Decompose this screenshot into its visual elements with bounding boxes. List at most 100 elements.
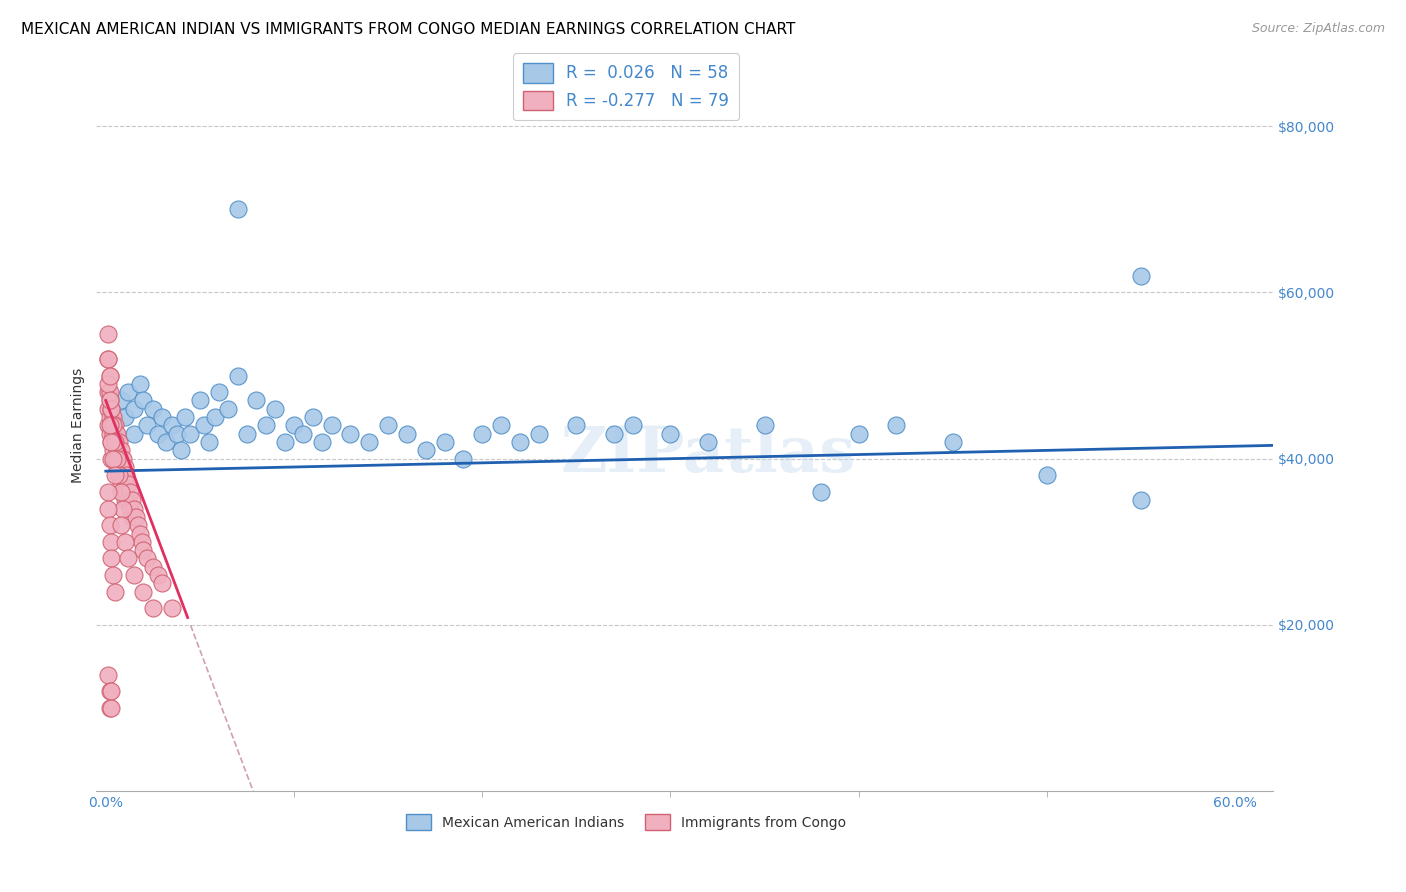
Point — [1036, 468, 1059, 483]
Point — [104, 584, 127, 599]
Point — [98, 385, 121, 400]
Point — [125, 509, 148, 524]
Point — [104, 426, 127, 441]
Point — [128, 526, 150, 541]
Point — [114, 460, 136, 475]
Point — [131, 534, 153, 549]
Text: Source: ZipAtlas.com: Source: ZipAtlas.com — [1251, 22, 1385, 36]
Point — [117, 476, 139, 491]
Point — [245, 393, 267, 408]
Point — [110, 518, 132, 533]
Point — [98, 393, 121, 408]
Point — [132, 543, 155, 558]
Point — [193, 418, 215, 433]
Point — [98, 418, 121, 433]
Point — [104, 451, 127, 466]
Point — [942, 435, 965, 450]
Point — [321, 418, 343, 433]
Point — [188, 393, 211, 408]
Point — [754, 418, 776, 433]
Point — [97, 401, 120, 416]
Point — [97, 501, 120, 516]
Point — [97, 385, 120, 400]
Point — [110, 443, 132, 458]
Point — [108, 468, 131, 483]
Point — [359, 435, 381, 450]
Point — [117, 385, 139, 400]
Point — [150, 410, 173, 425]
Point — [98, 701, 121, 715]
Point — [170, 443, 193, 458]
Point — [98, 426, 121, 441]
Point — [98, 368, 121, 383]
Point — [117, 493, 139, 508]
Point — [395, 426, 418, 441]
Point — [97, 418, 120, 433]
Point — [659, 426, 682, 441]
Point — [97, 485, 120, 500]
Point — [98, 684, 121, 698]
Point — [377, 418, 399, 433]
Point — [111, 468, 134, 483]
Point — [204, 410, 226, 425]
Point — [98, 393, 121, 408]
Point — [108, 451, 131, 466]
Point — [810, 485, 832, 500]
Point — [208, 385, 231, 400]
Point — [603, 426, 626, 441]
Point — [105, 451, 128, 466]
Text: MEXICAN AMERICAN INDIAN VS IMMIGRANTS FROM CONGO MEDIAN EARNINGS CORRELATION CHA: MEXICAN AMERICAN INDIAN VS IMMIGRANTS FR… — [21, 22, 796, 37]
Point — [621, 418, 644, 433]
Point — [100, 401, 122, 416]
Point — [103, 410, 125, 425]
Point — [98, 368, 121, 383]
Point — [136, 418, 159, 433]
Point — [132, 584, 155, 599]
Point — [100, 451, 122, 466]
Point — [155, 435, 177, 450]
Point — [120, 485, 142, 500]
Point — [122, 568, 145, 582]
Point — [97, 351, 120, 366]
Point — [415, 443, 437, 458]
Point — [103, 568, 125, 582]
Point — [103, 451, 125, 466]
Point — [226, 202, 249, 217]
Point — [110, 393, 132, 408]
Point — [198, 435, 221, 450]
Point — [121, 493, 143, 508]
Point — [173, 410, 195, 425]
Text: ZIPatlas: ZIPatlas — [561, 425, 856, 485]
Point — [110, 485, 132, 500]
Point — [179, 426, 201, 441]
Point — [509, 435, 531, 450]
Point — [142, 401, 165, 416]
Point — [100, 534, 122, 549]
Point — [132, 393, 155, 408]
Point — [100, 418, 122, 433]
Point — [122, 501, 145, 516]
Point — [114, 534, 136, 549]
Point — [292, 426, 315, 441]
Point — [103, 418, 125, 433]
Point — [301, 410, 323, 425]
Point — [273, 435, 295, 450]
Point — [114, 476, 136, 491]
Point — [100, 684, 122, 698]
Point — [120, 501, 142, 516]
Point — [114, 493, 136, 508]
Point — [136, 551, 159, 566]
Point — [148, 426, 170, 441]
Legend: Mexican American Indians, Immigrants from Congo: Mexican American Indians, Immigrants fro… — [399, 808, 852, 836]
Point — [339, 426, 361, 441]
Y-axis label: Median Earnings: Median Earnings — [72, 368, 86, 483]
Point — [283, 418, 305, 433]
Point — [1130, 493, 1153, 508]
Point — [103, 443, 125, 458]
Point — [127, 518, 149, 533]
Point — [160, 418, 183, 433]
Point — [236, 426, 259, 441]
Point — [110, 476, 132, 491]
Point — [565, 418, 588, 433]
Point — [166, 426, 188, 441]
